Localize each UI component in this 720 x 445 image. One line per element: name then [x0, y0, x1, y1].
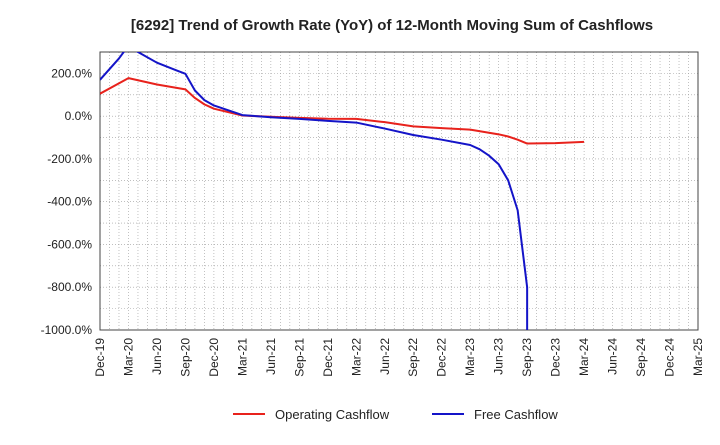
y-tick-label: 200.0%	[51, 66, 92, 80]
x-gridlines	[109, 52, 689, 330]
x-tick-label: Dec-20	[207, 338, 221, 377]
y-tick-label: -200.0%	[47, 152, 92, 166]
x-tick-label: Jun-20	[150, 338, 164, 375]
legend-label: Operating Cashflow	[275, 407, 390, 422]
chart-title: [6292] Trend of Growth Rate (YoY) of 12-…	[131, 17, 653, 34]
x-tick-label: Mar-20	[121, 338, 135, 376]
y-tick-label: -800.0%	[47, 280, 92, 294]
x-tick-label: Dec-22	[435, 338, 449, 377]
plot-area	[100, 52, 698, 330]
x-tick-label: Jun-21	[264, 338, 278, 375]
y-tick-label: -400.0%	[47, 195, 92, 209]
x-tick-label: Mar-25	[691, 338, 705, 376]
x-tick-label: Sep-24	[634, 338, 648, 377]
x-tick-label: Mar-24	[577, 338, 591, 376]
x-tick-label: Sep-22	[406, 338, 420, 377]
x-tick-label: Jun-24	[606, 338, 620, 375]
legend-label: Free Cashflow	[474, 407, 558, 422]
x-tick-label: Jun-22	[378, 338, 392, 375]
y-gridlines	[100, 73, 698, 309]
x-tick-label: Dec-21	[321, 338, 335, 377]
y-tick-label: 0.0%	[65, 109, 93, 123]
x-tick-label: Mar-22	[349, 338, 363, 376]
y-axis-labels: 200.0% 0.0% -200.0% -400.0% -600.0% -800.0% -1…	[41, 66, 93, 337]
y-tick-label: -1000.0%	[41, 323, 93, 337]
x-tick-label: Sep-23	[520, 338, 534, 377]
x-tick-label: Dec-19	[93, 338, 107, 377]
y-tick-label: -600.0%	[47, 237, 92, 251]
x-tick-label: Mar-23	[463, 338, 477, 376]
x-tick-label: Sep-20	[178, 338, 192, 377]
x-tick-label: Sep-21	[292, 338, 306, 377]
x-tick-label: Dec-23	[549, 338, 563, 377]
plot-border	[99, 51, 699, 331]
series-layer	[100, 52, 585, 330]
series-line-1	[100, 52, 529, 330]
x-tick-label: Jun-23	[492, 338, 506, 375]
series-line-0	[100, 77, 585, 145]
legend: Operating Cashflow Free Cashflow	[233, 407, 558, 422]
x-axis-labels: Dec-19 Mar-20 Jun-20 Sep-20 Dec-20 Mar-21 Jun-…	[93, 338, 705, 377]
x-tick-label: Mar-21	[235, 338, 249, 376]
x-tick-label: Dec-24	[663, 338, 677, 377]
